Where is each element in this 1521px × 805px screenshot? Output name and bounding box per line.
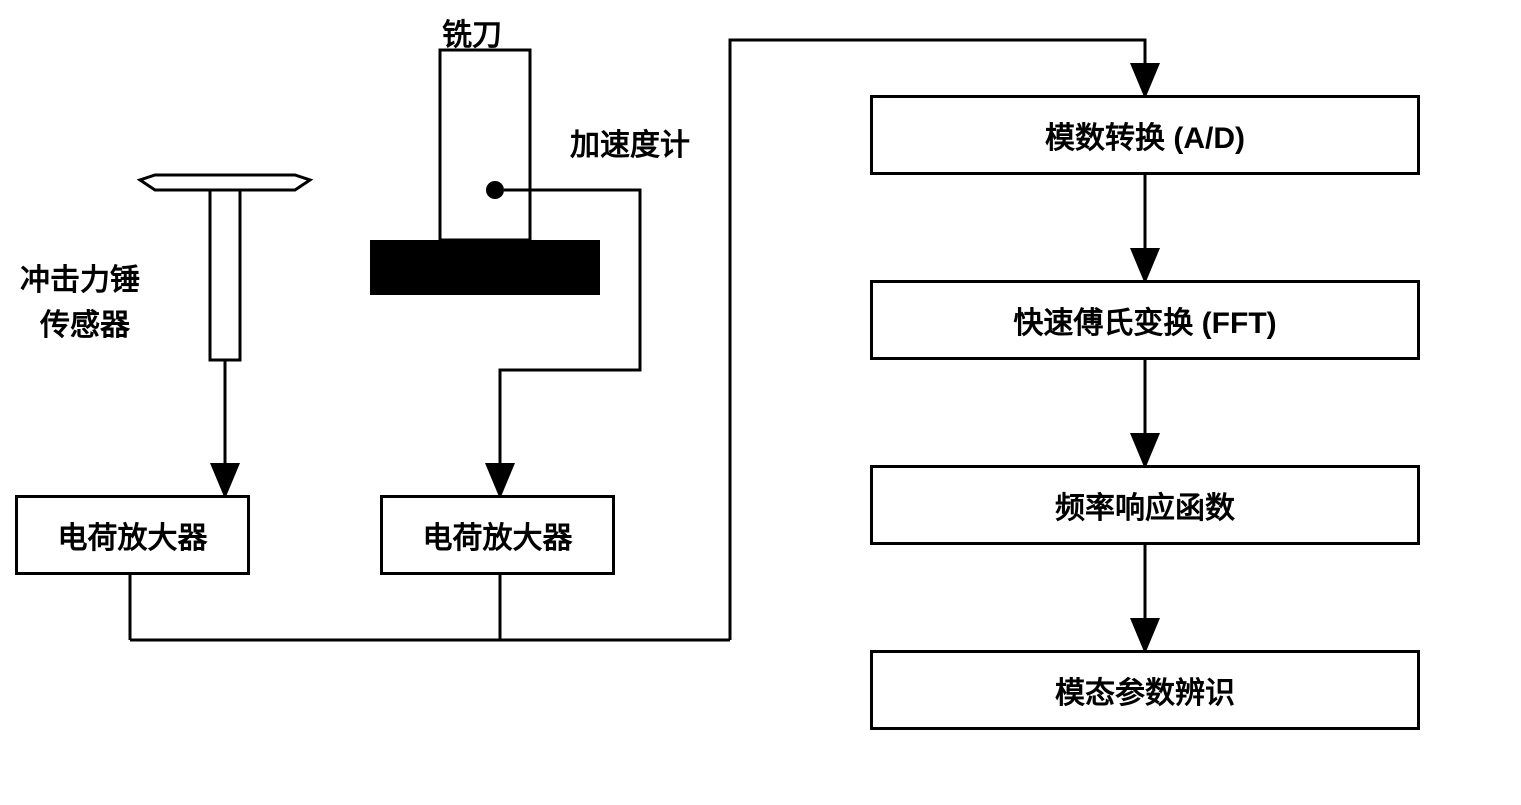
charge-amp-2-box: 电荷放大器 <box>380 495 615 575</box>
charge-amp-1-box: 电荷放大器 <box>15 495 250 575</box>
freq-response-box: 频率响应函数 <box>870 465 1420 545</box>
chuck-shape <box>370 240 600 295</box>
hammer-label-line2: 传感器 <box>40 300 130 344</box>
modal-param-text: 模态参数辨识 <box>1055 668 1235 712</box>
hammer-label-line1: 冲击力锤 <box>20 255 140 299</box>
ad-conversion-box: 模数转换 (A/D) <box>870 95 1420 175</box>
fft-text: 快速傅氏变换 (FFT) <box>1013 298 1276 342</box>
freq-response-text: 频率响应函数 <box>1055 483 1235 527</box>
ad-conversion-text: 模数转换 (A/D) <box>1045 113 1245 157</box>
charge-amp-1-text: 电荷放大器 <box>58 513 208 557</box>
hammer-head <box>140 175 310 190</box>
charge-amp-2-text: 电荷放大器 <box>423 513 573 557</box>
accelerometer-dot <box>486 181 504 199</box>
fft-box: 快速傅氏变换 (FFT) <box>870 280 1420 360</box>
milling-cutter-label: 铣刀 <box>442 10 502 54</box>
hammer-handle <box>210 190 240 360</box>
accelerometer-label: 加速度计 <box>570 120 690 164</box>
modal-param-box: 模态参数辨识 <box>870 650 1420 730</box>
milling-cutter-shape <box>440 50 530 240</box>
